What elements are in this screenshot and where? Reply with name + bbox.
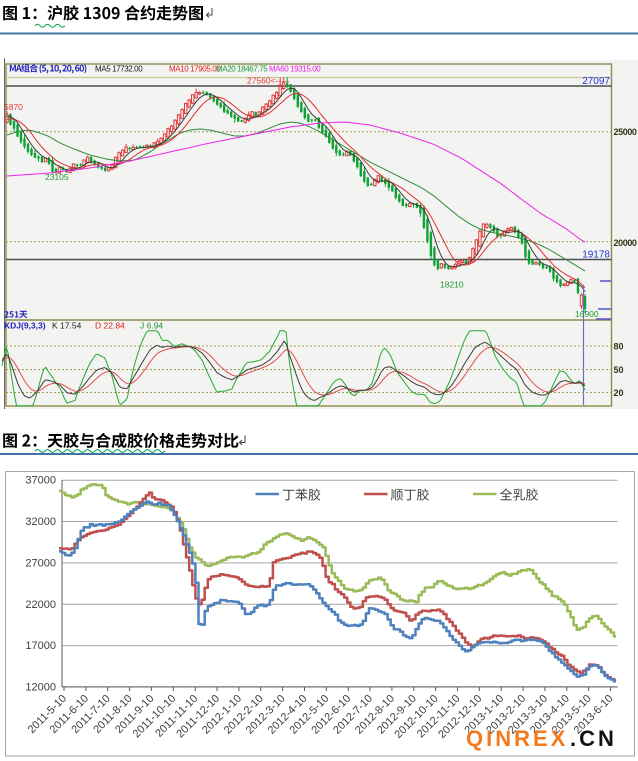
svg-text:27097: 27097 [582,76,610,87]
svg-text:25000: 25000 [614,127,637,137]
svg-text:22000: 22000 [25,599,56,611]
svg-text:27560<-----: 27560<----- [247,76,290,86]
svg-text:.CN: .CN [570,726,617,751]
svg-text:MA60 19315.00: MA60 19315.00 [269,65,321,74]
svg-text:18210: 18210 [440,280,464,290]
svg-text:37000: 37000 [25,475,56,487]
svg-text:MA20 18467.75: MA20 18467.75 [216,65,268,74]
svg-text:5870: 5870 [4,102,23,112]
svg-text:27000: 27000 [25,557,56,569]
svg-text:QINREX: QINREX [466,726,568,751]
svg-text:80: 80 [614,342,624,352]
svg-text:32000: 32000 [25,516,56,528]
svg-text:20: 20 [614,388,624,398]
svg-text:20000: 20000 [614,238,637,248]
svg-text:KDJ(9,3,3): KDJ(9,3,3) [4,321,46,331]
svg-text:D 22.84: D 22.84 [95,321,125,331]
svg-text:J 6.94: J 6.94 [140,321,163,331]
svg-text:K 17.54: K 17.54 [52,321,82,331]
svg-text:16900: 16900 [575,309,599,319]
svg-text:MA10 17905.00: MA10 17905.00 [169,65,221,74]
svg-text:23105: 23105 [45,172,69,182]
svg-text:50: 50 [614,365,624,375]
svg-text:17000: 17000 [25,640,56,652]
svg-text:19178: 19178 [582,250,610,261]
svg-text:MA5 17732.00: MA5 17732.00 [95,65,143,74]
svg-text:12000: 12000 [25,682,56,694]
